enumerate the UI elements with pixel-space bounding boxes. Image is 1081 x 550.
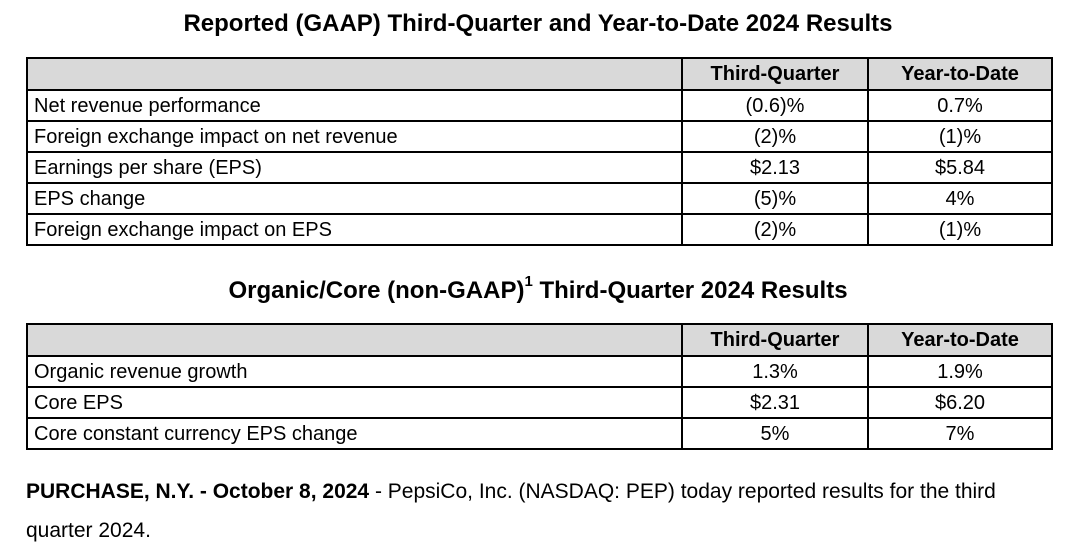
section2-title-rest: Third-Quarter 2024 Results — [532, 277, 848, 304]
third-quarter-value: (5)% — [681, 182, 869, 215]
row-label: Organic revenue growth — [26, 355, 683, 388]
third-quarter-value: $2.31 — [681, 386, 869, 419]
third-quarter-value: 5% — [681, 417, 869, 450]
row-label: EPS change — [26, 182, 683, 215]
table-row: Foreign exchange impact on EPS (2)% (1)% — [26, 213, 1053, 246]
row-label: Core constant currency EPS change — [26, 417, 683, 450]
header-third-quarter: Third-Quarter — [681, 57, 869, 91]
year-to-date-value: (1)% — [867, 120, 1053, 153]
non-gaap-results-table: Third-Quarter Year-to-Date Organic reven… — [26, 323, 1053, 450]
row-label: Net revenue performance — [26, 89, 683, 122]
paragraph-text: - PepsiCo, Inc. (NASDAQ: PEP) today repo… — [26, 480, 996, 542]
row-label: Core EPS — [26, 386, 683, 419]
table-row: Organic revenue growth 1.3% 1.9% — [26, 355, 1053, 388]
year-to-date-value: (1)% — [867, 213, 1053, 246]
gaap-results-table: Third-Quarter Year-to-Date Net revenue p… — [26, 57, 1053, 246]
year-to-date-value: 0.7% — [867, 89, 1053, 122]
section2-title: Organic/Core (non-GAAP)1 Third-Quarter 2… — [0, 274, 1076, 305]
table-row: Earnings per share (EPS) $2.13 $5.84 — [26, 151, 1053, 184]
table-row: Core EPS $2.31 $6.20 — [26, 386, 1053, 419]
row-label: Foreign exchange impact on EPS — [26, 213, 683, 246]
header-year-to-date: Year-to-Date — [867, 323, 1053, 357]
year-to-date-value: 4% — [867, 182, 1053, 215]
header-year-to-date: Year-to-Date — [867, 57, 1053, 91]
year-to-date-value: $5.84 — [867, 151, 1053, 184]
row-label: Earnings per share (EPS) — [26, 151, 683, 184]
press-release-paragraph: PURCHASE, N.Y. - October 8, 2024 - Pepsi… — [26, 472, 1066, 550]
year-to-date-value: $6.20 — [867, 386, 1053, 419]
dateline: PURCHASE, N.Y. - October 8, 2024 — [26, 480, 370, 503]
table-row: Foreign exchange impact on net revenue (… — [26, 120, 1053, 153]
third-quarter-value: 1.3% — [681, 355, 869, 388]
third-quarter-value: (2)% — [681, 120, 869, 153]
table-row: Core constant currency EPS change 5% 7% — [26, 417, 1053, 450]
row-label: Foreign exchange impact on net revenue — [26, 120, 683, 153]
footnote-marker: 1 — [524, 273, 533, 290]
year-to-date-value: 7% — [867, 417, 1053, 450]
header-blank — [26, 57, 683, 91]
header-third-quarter: Third-Quarter — [681, 323, 869, 357]
third-quarter-value: $2.13 — [681, 151, 869, 184]
table-header-row: Third-Quarter Year-to-Date — [26, 323, 1053, 357]
table-row: Net revenue performance (0.6)% 0.7% — [26, 89, 1053, 122]
table-header-row: Third-Quarter Year-to-Date — [26, 57, 1053, 91]
section2-title-main: Organic/Core (non-GAAP) — [228, 277, 525, 304]
year-to-date-value: 1.9% — [867, 355, 1053, 388]
table-row: EPS change (5)% 4% — [26, 182, 1053, 215]
header-blank — [26, 323, 683, 357]
third-quarter-value: (0.6)% — [681, 89, 869, 122]
third-quarter-value: (2)% — [681, 213, 869, 246]
section1-title: Reported (GAAP) Third-Quarter and Year-t… — [183, 10, 893, 37]
